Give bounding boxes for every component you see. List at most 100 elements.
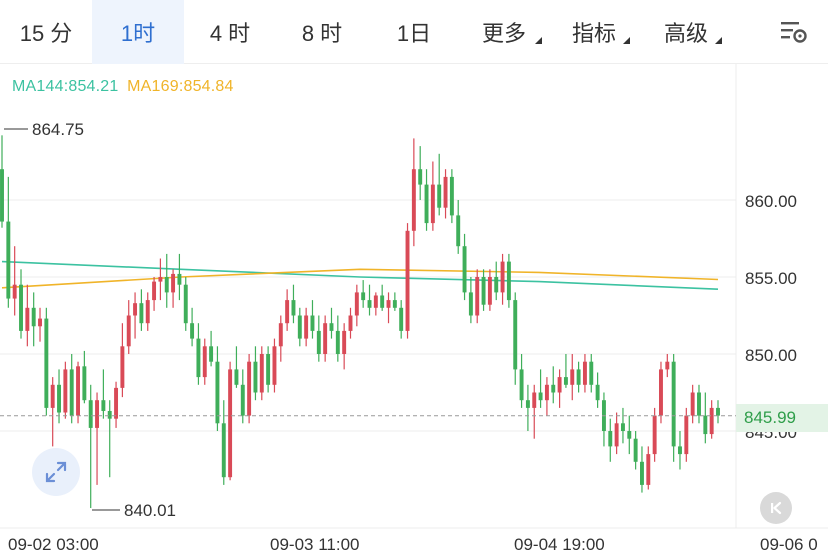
candle-body: [95, 400, 100, 428]
candle-body: [126, 315, 131, 347]
candle-body: [335, 330, 340, 354]
tab-4h[interactable]: 4 时: [184, 0, 276, 64]
candle-body: [329, 323, 334, 331]
candle-body: [506, 261, 511, 301]
candle-body: [101, 400, 106, 411]
candle-body: [253, 361, 258, 393]
candle-body: [557, 377, 562, 393]
candle-body: [487, 277, 492, 305]
candle-body: [380, 295, 385, 308]
candle-body: [0, 169, 4, 222]
candle-body: [31, 307, 36, 327]
candle-body: [703, 415, 708, 435]
candle-body: [456, 215, 461, 247]
tab-label: 更多: [481, 21, 526, 46]
candle-body: [411, 169, 416, 231]
candle-body: [684, 415, 689, 455]
candle-body: [494, 277, 499, 293]
tab-1d[interactable]: 1日: [368, 0, 460, 64]
candle-body: [373, 295, 378, 308]
candlestick-chart[interactable]: 860.00 855.00 850.00 845.00 09-02 03:00 09-0…: [0, 64, 828, 556]
candle-body: [139, 303, 144, 324]
candle-body: [430, 184, 435, 224]
candle-body: [63, 369, 68, 413]
candle-body: [316, 330, 321, 354]
candle-body: [297, 315, 302, 339]
current-price-tag: 845.99: [736, 404, 828, 432]
candle-body: [690, 392, 695, 416]
timeframe-tabbar: 15 分 1时 4 时 8 时 1日 更多 指标 高级: [0, 0, 828, 64]
candle-body: [551, 384, 556, 393]
candle-body: [386, 300, 391, 308]
chart-settings-button[interactable]: [760, 0, 828, 64]
candle-body: [19, 284, 23, 331]
x-tick-label: 09-06 0: [760, 535, 818, 554]
candle-body: [418, 169, 423, 185]
candle-body: [716, 407, 720, 416]
candle-body: [164, 277, 169, 293]
tab-more[interactable]: 更多: [464, 0, 544, 64]
tab-label: 1时: [120, 21, 156, 46]
candle-body: [614, 423, 619, 447]
tab-label: 4 时: [209, 21, 251, 46]
candle-body: [538, 392, 543, 401]
candle-body: [627, 431, 632, 439]
candle-body: [640, 461, 644, 485]
candle-body: [500, 261, 505, 293]
tab-15m[interactable]: 15 分: [0, 0, 92, 64]
expand-chart-button[interactable]: [32, 448, 80, 496]
candle-body: [652, 415, 657, 455]
candle-body: [171, 273, 176, 293]
candle-body: [437, 184, 442, 208]
candle-body: [152, 281, 157, 301]
candle-body: [209, 346, 214, 362]
candle-body: [544, 384, 549, 401]
candle-body: [76, 366, 80, 416]
candle-body: [348, 315, 353, 331]
tab-1h[interactable]: 1时: [92, 0, 184, 64]
dropdown-triangle-icon: [535, 37, 542, 44]
moving-average-lines: [1, 260, 719, 290]
candle-body: [190, 323, 195, 339]
tab-8h[interactable]: 8 时: [276, 0, 368, 64]
candle-body: [259, 354, 264, 393]
dropdown-triangle-icon: [623, 37, 630, 44]
candle-body: [608, 431, 613, 447]
x-tick-label: 09-04 19:00: [514, 535, 605, 554]
candle-body: [304, 315, 309, 339]
x-tick-label: 09-02 03:00: [8, 535, 99, 554]
high-price-label: 864.75: [32, 120, 84, 139]
dropdown-triangle-icon: [715, 37, 722, 44]
current-price-value: 845.99: [744, 408, 796, 427]
tab-label: 8 时: [301, 21, 343, 46]
candle-body: [595, 384, 600, 401]
tab-label: 1日: [396, 21, 432, 46]
candle-body: [633, 438, 638, 462]
candle-body: [354, 292, 359, 316]
candle-body: [361, 292, 366, 301]
candle-body: [671, 361, 676, 447]
candle-body: [44, 318, 49, 408]
candle-body: [646, 454, 651, 485]
candles: [0, 135, 720, 508]
tab-advanced[interactable]: 高级: [648, 0, 724, 64]
x-axis-labels: 09-02 03:00 09-03 11:00 09-04 19:00 09-06 0: [8, 535, 818, 554]
candle-body: [38, 318, 42, 327]
tab-indicators[interactable]: 指标: [556, 0, 632, 64]
candle-body: [678, 446, 682, 455]
scroll-to-latest-button[interactable]: [760, 492, 792, 524]
candle-body: [462, 246, 467, 293]
candle-body: [519, 369, 524, 401]
candle-body: [69, 369, 74, 416]
candle-body: [50, 384, 55, 408]
candle-body: [582, 361, 587, 385]
ma-legend: MA144:854.21 MA169:854.84: [12, 78, 238, 96]
candle-body: [443, 176, 448, 208]
candle-body: [278, 323, 283, 347]
x-tick-label: 09-03 11:00: [270, 535, 359, 554]
candle-body: [576, 369, 581, 385]
candle-body: [133, 303, 138, 316]
candle-body: [513, 300, 518, 370]
